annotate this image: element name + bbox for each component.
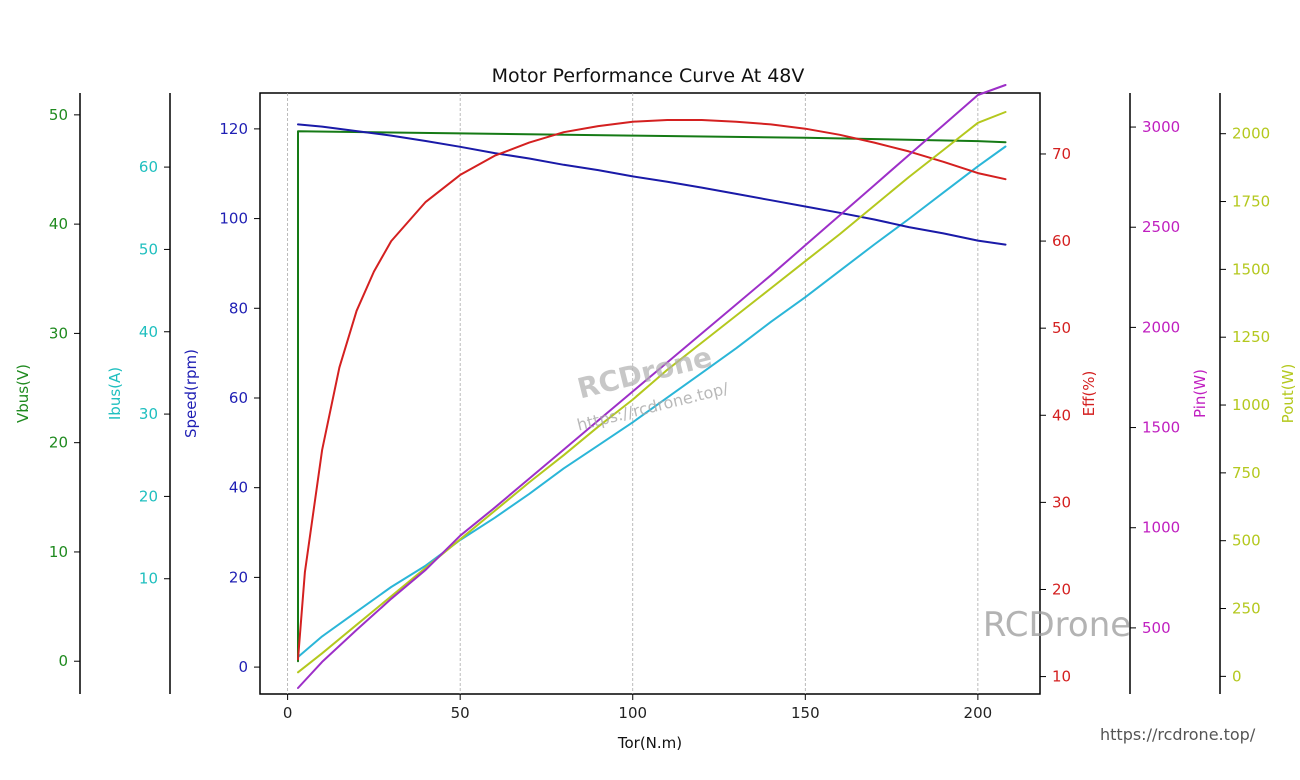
pout-tick-label: 750 [1232, 464, 1261, 482]
series-layer [297, 84, 1007, 689]
pin-series-line [297, 84, 1007, 689]
pout-tick-label: 2000 [1232, 125, 1270, 143]
eff-series-line [297, 119, 1007, 661]
vbus-tick-label: 30 [49, 324, 68, 342]
speed-tick-label: 0 [238, 658, 248, 676]
eff-tick-label: 20 [1052, 580, 1071, 598]
speed-series-line [297, 123, 1007, 246]
pin-tick-label: 3000 [1142, 118, 1180, 136]
eff-axis-title: Eff(%) [1080, 371, 1098, 417]
x-tick-label: 100 [618, 704, 647, 722]
plot-frame [259, 92, 1041, 695]
pout-tick-label: 1500 [1232, 260, 1270, 278]
eff-tick-label: 40 [1052, 406, 1071, 424]
pin-tick-label: 2500 [1142, 218, 1180, 236]
speed-tick-label: 80 [229, 299, 248, 317]
pin-tick-label: 500 [1142, 619, 1171, 637]
x-tick-label: 50 [451, 704, 470, 722]
chart-title: Motor Performance Curve At 48V [492, 65, 805, 87]
ibus-tick-label: 60 [139, 158, 158, 176]
eff-tick-label: 10 [1052, 668, 1071, 686]
eff-tick-label: 70 [1052, 145, 1071, 163]
pout-axis-title: Pout(W) [1279, 364, 1297, 424]
ibus-tick-label: 40 [139, 323, 158, 341]
x-tick-label: 0 [283, 704, 293, 722]
grid-layer [287, 93, 979, 694]
eff-tick-label: 50 [1052, 319, 1071, 337]
x-tick-label: 200 [964, 704, 993, 722]
ibus-series-line [297, 145, 1007, 658]
vbus-tick-label: 40 [49, 215, 68, 233]
vbus-axis-title: Vbus(V) [14, 364, 32, 423]
pout-tick-label: 1250 [1232, 328, 1270, 346]
ibus-tick-label: 30 [139, 405, 158, 423]
ibus-tick-label: 50 [139, 240, 158, 258]
vbus-tick-label: 50 [49, 106, 68, 124]
x-tick-label: 150 [791, 704, 820, 722]
eff-tick-label: 30 [1052, 493, 1071, 511]
vbus-tick-label: 20 [49, 434, 68, 452]
pin-tick-label: 1500 [1142, 419, 1180, 437]
vbus-series-line [297, 130, 1007, 663]
watermark-brand: RCDrone [983, 605, 1131, 645]
speed-axis-title: Speed(rpm) [182, 349, 200, 438]
pin-axis-title: Pin(W) [1191, 369, 1209, 418]
ibus-tick-label: 10 [139, 570, 158, 588]
pout-tick-label: 1000 [1232, 396, 1270, 414]
ibus-axis-title: Ibus(A) [106, 367, 124, 420]
pout-tick-label: 250 [1232, 600, 1261, 618]
ibus-tick-label: 20 [139, 487, 158, 505]
pout-tick-label: 500 [1232, 532, 1261, 550]
pin-tick-label: 1000 [1142, 519, 1180, 537]
vbus-tick-label: 10 [49, 543, 68, 561]
eff-tick-label: 60 [1052, 232, 1071, 250]
vbus-tick-label: 0 [58, 652, 68, 670]
speed-tick-label: 120 [219, 120, 248, 138]
speed-tick-label: 40 [229, 479, 248, 497]
pout-tick-label: 0 [1232, 667, 1242, 685]
pout-series-line [297, 111, 1007, 674]
pin-tick-label: 2000 [1142, 318, 1180, 336]
footer-url: https://rcdrone.top/ [1100, 725, 1256, 744]
speed-tick-label: 100 [219, 210, 248, 228]
speed-tick-label: 20 [229, 568, 248, 586]
pout-tick-label: 1750 [1232, 193, 1270, 211]
speed-tick-label: 60 [229, 389, 248, 407]
axes-layer: 0 50 100 150 20001020304050Vbus(V)1020304050… [14, 92, 1297, 722]
x-axis-title: Tor(N.m) [617, 734, 682, 752]
